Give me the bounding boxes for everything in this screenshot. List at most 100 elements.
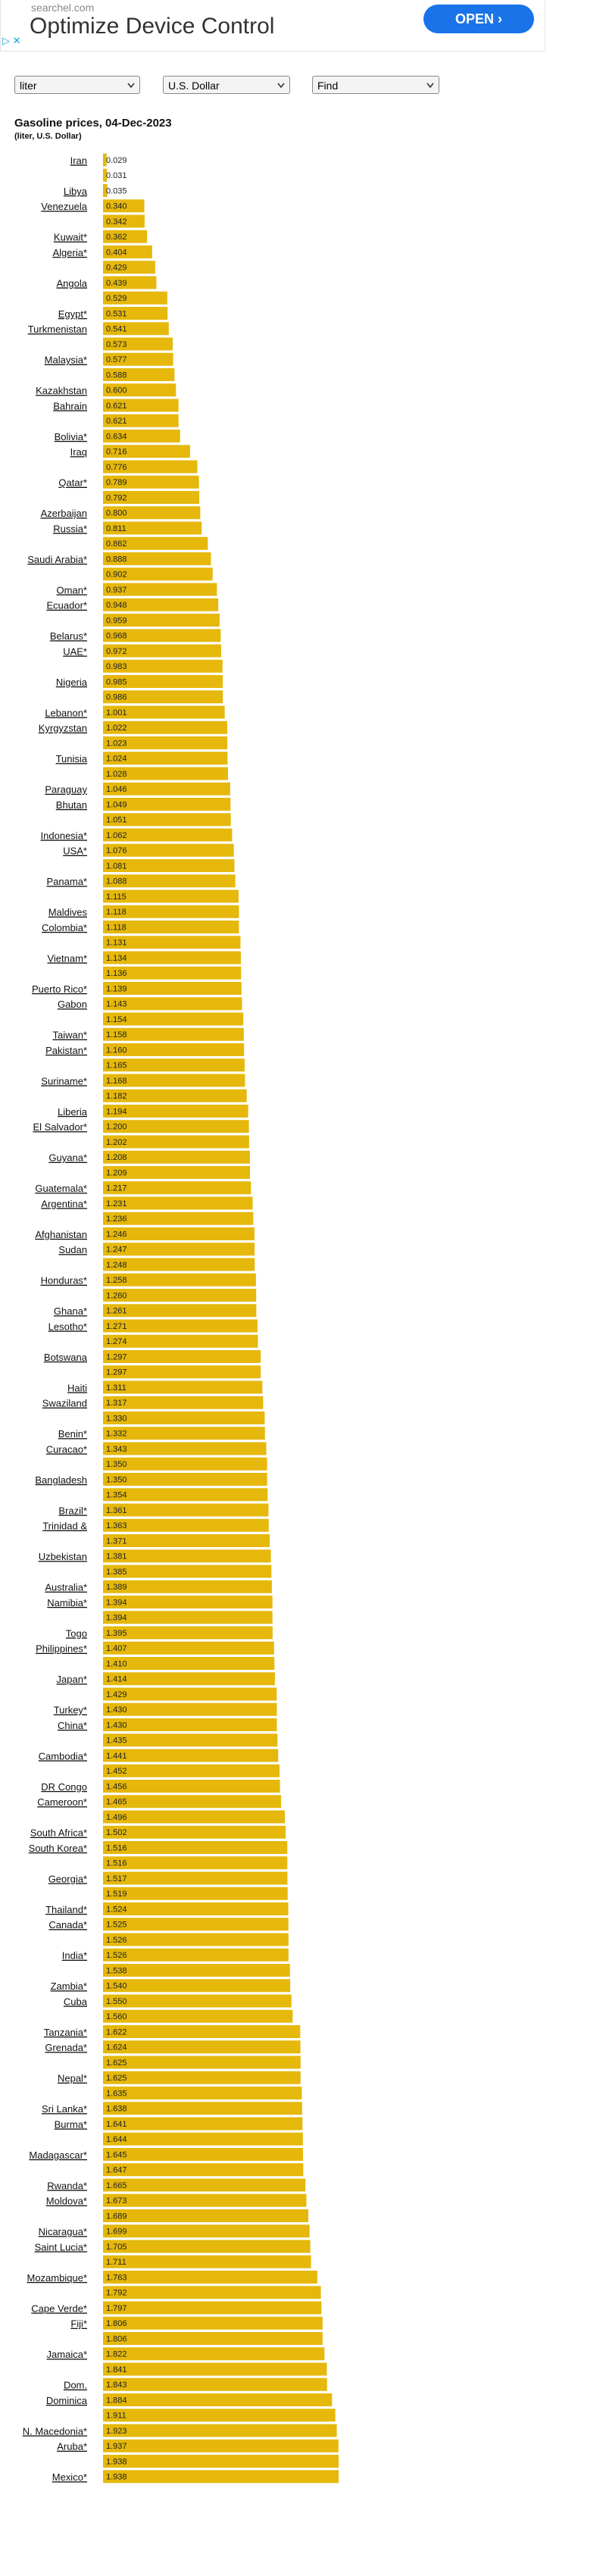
country-label[interactable]: Swaziland [42, 1398, 87, 1409]
country-label[interactable]: Iraq [70, 446, 87, 458]
country-label[interactable]: Curacao* [46, 1443, 87, 1455]
country-label[interactable]: Fiji* [70, 2318, 87, 2330]
country-label[interactable]: DR Congo [41, 1781, 87, 1793]
find-select[interactable]: Find [312, 76, 439, 94]
country-label[interactable]: Oman* [57, 584, 87, 596]
country-label[interactable]: Vietnam* [47, 952, 87, 964]
currency-select[interactable]: U.S. Dollar [163, 76, 290, 94]
country-label[interactable]: Gabon [58, 999, 87, 1010]
country-label[interactable]: Lebanon* [45, 707, 87, 718]
country-label[interactable]: Ecuador* [47, 600, 87, 611]
country-label[interactable]: Maldives [48, 907, 88, 918]
country-label[interactable]: Burma* [55, 2118, 87, 2130]
country-label[interactable]: Angola [57, 277, 88, 289]
country-label[interactable]: USA* [63, 846, 87, 857]
country-label[interactable]: Brazil* [58, 1505, 87, 1516]
country-label[interactable]: Australia* [45, 1582, 87, 1593]
country-label[interactable]: Uzbekistan [39, 1551, 87, 1562]
country-label[interactable]: Cameroon* [37, 1796, 87, 1808]
country-label[interactable]: China* [58, 1720, 87, 1731]
country-label[interactable]: Colombia* [42, 922, 87, 933]
country-label[interactable]: Guyana* [48, 1152, 87, 1164]
country-label[interactable]: El Salvador* [33, 1121, 87, 1133]
country-label[interactable]: Cape Verde* [31, 2302, 87, 2314]
country-label[interactable]: Qatar* [58, 477, 87, 489]
country-label[interactable]: Belarus* [50, 630, 87, 642]
country-label[interactable]: Madagascar* [29, 2149, 87, 2161]
country-label[interactable]: Panama* [47, 876, 87, 887]
country-label[interactable]: Liberia [58, 1106, 88, 1118]
country-label[interactable]: India* [62, 1950, 87, 1962]
country-label[interactable]: N. Macedonia* [23, 2425, 87, 2437]
country-label[interactable]: Moldova* [46, 2196, 87, 2207]
country-label[interactable]: Jamaica* [47, 2349, 87, 2360]
country-label[interactable]: Kuwait* [54, 232, 87, 243]
country-label[interactable]: Algeria* [52, 247, 87, 258]
ad-banner[interactable]: ▷ ✕ searchel.com Optimize Device Control… [0, 0, 545, 52]
country-label[interactable]: Kazakhstan [36, 385, 87, 396]
country-label[interactable]: Bahrain [53, 400, 87, 411]
country-label[interactable]: Turkey* [54, 1705, 87, 1716]
country-label[interactable]: Saint Lucia* [35, 2241, 87, 2252]
country-label[interactable]: Bolivia* [55, 431, 87, 442]
country-label[interactable]: Nicaragua* [39, 2226, 87, 2237]
country-label[interactable]: Trinidad & [42, 1521, 87, 1532]
country-label[interactable]: Nigeria [56, 677, 88, 688]
country-label[interactable]: Dom. [64, 2380, 87, 2391]
unit-select[interactable]: liter [14, 76, 140, 94]
country-label[interactable]: Paraguay [45, 784, 87, 796]
country-label[interactable]: South Africa* [30, 1827, 87, 1839]
country-label[interactable]: South Korea* [29, 1843, 87, 1854]
ad-icons[interactable]: ▷ ✕ [2, 35, 21, 46]
country-label[interactable]: Sudan [58, 1244, 87, 1255]
country-label[interactable]: Japan* [57, 1674, 87, 1685]
country-label[interactable]: Azerbaijan [41, 508, 87, 519]
country-label[interactable]: Russia* [53, 523, 87, 534]
country-label[interactable]: Zambia* [51, 1980, 87, 1992]
country-label[interactable]: Ghana* [54, 1305, 87, 1317]
country-label[interactable]: Haiti [67, 1382, 87, 1393]
country-label[interactable]: Benin* [58, 1428, 87, 1440]
country-label[interactable]: Mexico* [52, 2471, 87, 2483]
country-label[interactable]: Canada* [48, 1919, 87, 1930]
country-label[interactable]: Tunisia [56, 753, 88, 764]
country-label[interactable]: Turkmenistan [28, 324, 87, 335]
country-label[interactable]: Kyrgyzstan [39, 723, 87, 734]
country-label[interactable]: Afghanistan [35, 1229, 87, 1240]
country-label[interactable]: Pakistan* [45, 1045, 87, 1056]
country-label[interactable]: UAE* [63, 646, 87, 657]
country-label[interactable]: Aruba* [57, 2441, 87, 2453]
country-label[interactable]: Saudi Arabia* [27, 554, 87, 565]
country-label[interactable]: Taiwan* [52, 1030, 87, 1041]
country-label[interactable]: Venezuela [41, 201, 87, 212]
country-label[interactable]: Suriname* [41, 1075, 87, 1086]
country-label[interactable]: Namibia* [47, 1597, 87, 1608]
country-label[interactable]: Mozambique* [27, 2272, 88, 2284]
ad-button[interactable]: OPEN › [423, 5, 534, 33]
country-label[interactable]: Thailand* [45, 1904, 87, 1915]
country-label[interactable]: Cuba [64, 1996, 88, 2007]
country-label[interactable]: Tanzania* [44, 2027, 87, 2038]
country-label[interactable]: Iran [70, 155, 87, 166]
country-label[interactable]: Philippines* [36, 1643, 87, 1655]
country-label[interactable]: Botswana [44, 1352, 88, 1363]
country-label[interactable]: Lesotho* [48, 1321, 87, 1332]
country-label[interactable]: Indonesia* [41, 830, 87, 841]
country-label[interactable]: Bangladesh [35, 1474, 87, 1486]
country-label[interactable]: Dominica [46, 2395, 88, 2406]
country-label[interactable]: Rwanda* [47, 2180, 87, 2191]
country-label[interactable]: Sri Lanka* [42, 2103, 87, 2115]
country-label[interactable]: Libya [64, 186, 88, 197]
country-label[interactable]: Puerto Rico* [32, 983, 87, 995]
country-label[interactable]: Egypt* [58, 308, 87, 320]
country-label[interactable]: Togo [66, 1627, 87, 1639]
country-label[interactable]: Nepal* [58, 2073, 87, 2084]
country-label[interactable]: Guatemala* [35, 1183, 87, 1194]
country-label[interactable]: Cambodia* [39, 1750, 87, 1762]
country-label[interactable]: Bhutan [56, 799, 87, 811]
country-label[interactable]: Malaysia* [45, 355, 87, 366]
country-label[interactable]: Honduras* [41, 1275, 87, 1286]
country-label[interactable]: Argentina* [41, 1198, 87, 1209]
country-label[interactable]: Georgia* [48, 1873, 87, 1884]
country-label[interactable]: Grenada* [45, 2042, 87, 2053]
